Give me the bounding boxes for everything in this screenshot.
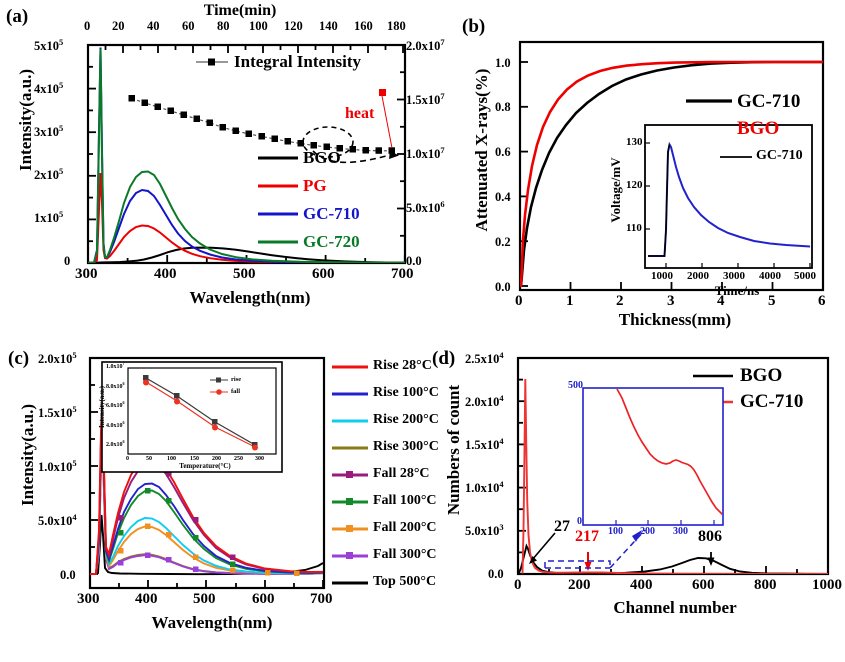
- legend-label-gc710: GC-710: [303, 204, 360, 223]
- panel-c-inset-series: [143, 375, 258, 451]
- legend-label-c-inset-fall: fall: [231, 388, 241, 395]
- heat-marker: [379, 89, 386, 96]
- annotation-heat: heat: [345, 105, 375, 122]
- panel-c-ticks: [89, 357, 324, 588]
- legend-label-b-bgo: BGO: [737, 118, 780, 139]
- legend-label-b-gc710: GC-710: [737, 91, 801, 112]
- panel-c-inset-x-title: Temperature(°C): [179, 462, 231, 470]
- legend-label-c-rise100: Rise 100°C: [373, 385, 439, 400]
- curve-gc710: [88, 47, 405, 263]
- panel-b-plot: [518, 40, 825, 292]
- panel-a-left-ticks: [88, 44, 96, 264]
- panel-b-x-axis-title: Thickness(mm): [618, 310, 732, 329]
- panel-a-x-axis-title: Wavelength(nm): [189, 288, 311, 307]
- legend-integral-intensity: [196, 58, 228, 66]
- panel-a-top-axis-title: Time(min): [203, 2, 277, 19]
- legend-label-c-fall100: Fall 100°C: [373, 493, 437, 508]
- panel-b-inset-ticks: [645, 142, 811, 268]
- panel-a-top-ticks: [87, 45, 404, 53]
- legend-label-b-inset-gc710: GC-710: [756, 148, 803, 163]
- legend-label-c-rise200: Rise 200°C: [373, 412, 439, 427]
- legend-label-d-bgo: BGO: [740, 365, 783, 386]
- panel-b-y-axis-title: Attenuated X-rays(%): [472, 68, 491, 232]
- panel-c-y-axis-title: Intensity(a.u.): [18, 404, 37, 507]
- panel-a-label: (a): [6, 6, 29, 27]
- panel-b-inset-x-title: Time/ns: [714, 283, 760, 298]
- legend-label-c-fall28: Fall 28°C: [373, 466, 430, 481]
- legend-label-d-gc710: GC-710: [740, 391, 804, 412]
- panel-b-legend-lines: [686, 99, 732, 130]
- annotation-ellipse-1: [302, 126, 354, 158]
- panel-a: (a) Time(min) 0 20 40 60 80 100 120 140 …: [0, 0, 445, 332]
- panel-d-inset-ticks: [615, 520, 715, 525]
- panel-d: (d) 2.5x104 2.0x104 1.5x104 1.0x104 5.0x…: [420, 330, 845, 662]
- panel-c-legend-lines: [332, 365, 368, 585]
- legend-label-bgo: BGO: [303, 148, 341, 167]
- curve-d-bgo: [518, 543, 828, 574]
- panel-a-right-ticks: [397, 44, 405, 264]
- panel-d-y-axis-title: Numbers of count: [444, 384, 463, 516]
- panel-b-inset-y-title: Voltage/mV: [608, 157, 623, 223]
- panel-c-inset-y-title: Intensity(a.u.): [98, 386, 106, 429]
- panel-a-y-axis-title: Intensity(a.u.): [16, 69, 35, 172]
- legend-label-c-rise300: Rise 300°C: [373, 439, 439, 454]
- panel-d-x-axis-title: Channel number: [613, 598, 737, 617]
- annotation-27: 27: [554, 518, 570, 535]
- legend-label-pg: PG: [303, 176, 327, 195]
- panel-b: (b) 1.0 0.8 0.6 0.4 0.2 0.0: [420, 0, 845, 332]
- legend-label-c-rise28: Rise 28°C: [373, 358, 432, 373]
- panel-d-inset-connector: [544, 529, 646, 569]
- panel-a-plot: [86, 43, 407, 265]
- legend-label-c-fall300: Fall 300°C: [373, 547, 437, 562]
- legend-label-c-top500: Top 500°C: [373, 574, 437, 589]
- panel-a-frame: [86, 43, 407, 265]
- panel-c: (c) 2.0x105 1.5x105 1.0x105 5.0x104 0.0: [0, 330, 439, 662]
- panel-b-label: (b): [462, 16, 486, 37]
- integral-intensity-markers: [128, 95, 395, 154]
- legend-label-c-inset-rise: rise: [231, 376, 242, 383]
- curve-gc720: [88, 48, 405, 263]
- integral-intensity-line: [131, 97, 392, 152]
- panel-c-x-axis-title: Wavelength(nm): [151, 613, 273, 632]
- panel-c-label: (c): [8, 348, 30, 369]
- markers-fall100: [118, 488, 236, 567]
- panel-d-plot: [516, 356, 830, 576]
- annotation-arrow: [312, 150, 391, 164]
- panel-c-frame: [88, 356, 326, 590]
- panel-c-inset-plotframe: [127, 367, 277, 455]
- curve-d-inset: [616, 389, 722, 516]
- annotation-217: 217: [575, 528, 599, 545]
- panel-a-legend-lines: [258, 156, 298, 244]
- legend-label-integral-intensity: Integral Intensity: [234, 52, 362, 71]
- panel-c-plot: [88, 356, 368, 590]
- legend-label-gc720: GC-720: [303, 232, 360, 251]
- curve-b-bgo: [520, 60, 823, 288]
- markers-fall300: [118, 552, 199, 572]
- panel-d-annotation-arrows: [529, 532, 715, 571]
- curve-d-gc710: [521, 378, 828, 574]
- legend-label-c-fall200: Fall 200°C: [373, 520, 437, 535]
- panel-d-label: (d): [432, 348, 456, 369]
- heat-leader: [381, 95, 393, 149]
- curve-bgo: [88, 246, 405, 263]
- markers-fall200: [118, 523, 300, 576]
- annotation-806: 806: [698, 528, 722, 545]
